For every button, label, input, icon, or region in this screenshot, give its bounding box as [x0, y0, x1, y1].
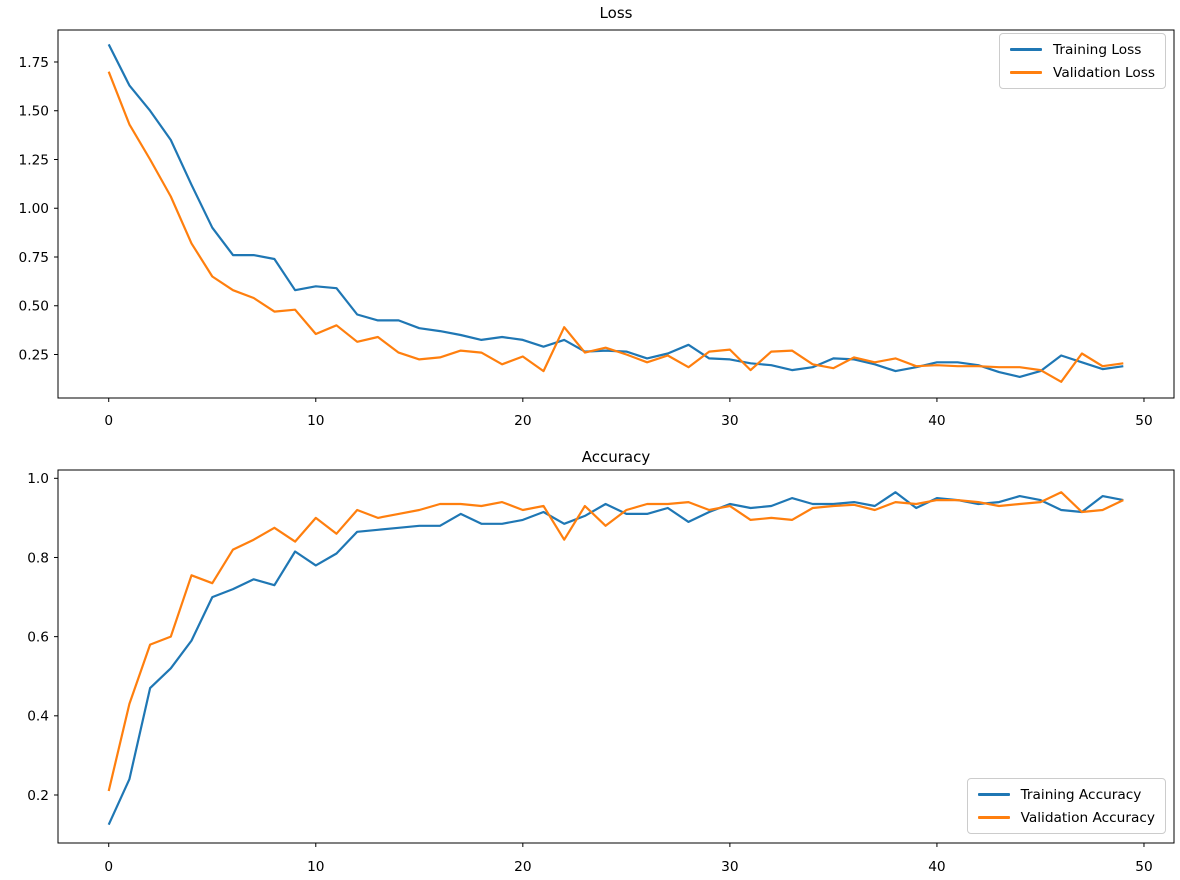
y-tick-label: 1.75 [19, 55, 49, 71]
training-accuracy-line [107, 491, 1124, 826]
validation-accuracy-legend-label: Validation Accuracy [1020, 809, 1155, 826]
x-tick-label: 0 [104, 413, 113, 429]
training-accuracy-legend-label: Training Accuracy [1020, 786, 1142, 803]
y-tick-label: 0.50 [19, 299, 49, 315]
y-tick-label: 1.00 [19, 201, 49, 217]
x-tick-label: 0 [104, 859, 113, 875]
y-tick-label: 0.2 [27, 788, 49, 804]
legend-entry-training-loss: Training Loss [1010, 38, 1155, 61]
training-loss-line [107, 43, 1124, 378]
y-tick-label: 1.25 [19, 152, 49, 168]
legend-entry-validation-loss: Validation Loss [1010, 61, 1155, 84]
y-tick-label: 0.4 [27, 709, 49, 725]
validation-loss-line [107, 71, 1124, 383]
x-tick-label: 30 [721, 413, 738, 429]
training-loss-legend-label: Training Loss [1053, 41, 1142, 58]
validation-loss-legend-label: Validation Loss [1053, 64, 1155, 81]
x-tick-label: 40 [928, 413, 945, 429]
validation-accuracy-line [107, 491, 1124, 792]
loss-plot-title: Loss [599, 4, 633, 22]
legend-entry-training-accuracy: Training Accuracy [977, 783, 1155, 806]
y-tick-label: 0.75 [19, 250, 49, 266]
loss-legend: Training Loss Validation Loss [999, 33, 1166, 89]
training-accuracy-legend-line-icon [977, 793, 1010, 796]
x-tick-label: 30 [721, 859, 738, 875]
accuracy-plot-title: Accuracy [581, 448, 651, 466]
accuracy-legend: Training Accuracy Validation Accuracy [966, 778, 1166, 834]
axes-spines [57, 29, 1175, 399]
validation-accuracy-legend-line-icon [977, 816, 1010, 819]
x-tick-label: 50 [1135, 859, 1152, 875]
y-tick-label: 0.8 [27, 550, 49, 566]
x-tick-label: 10 [307, 413, 324, 429]
y-tick-label: 1.0 [27, 471, 49, 487]
y-tick-label: 0.25 [19, 347, 49, 363]
y-tick-label: 1.50 [19, 104, 49, 120]
x-tick-label: 20 [514, 859, 531, 875]
x-tick-label: 10 [307, 859, 324, 875]
x-tick-label: 50 [1135, 413, 1152, 429]
y-tick-label: 0.6 [27, 629, 49, 645]
x-tick-label: 40 [928, 859, 945, 875]
training-loss-legend-line-icon [1010, 48, 1043, 51]
x-tick-label: 20 [514, 413, 531, 429]
legend-entry-validation-accuracy: Validation Accuracy [977, 806, 1155, 829]
axes-spines [57, 469, 1175, 844]
validation-loss-legend-line-icon [1010, 71, 1043, 74]
